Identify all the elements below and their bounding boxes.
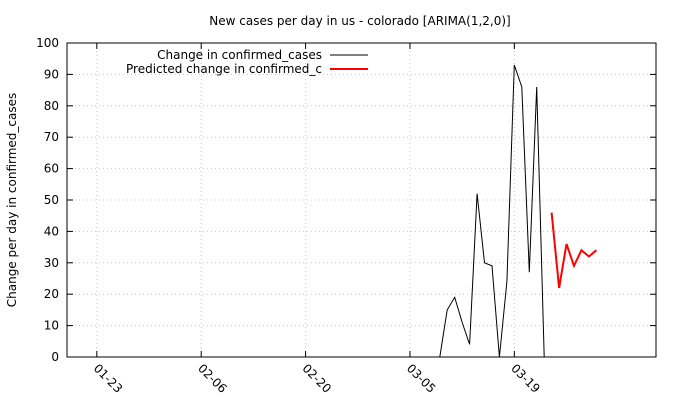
y-tick-label: 100 bbox=[36, 36, 59, 50]
y-tick-label: 20 bbox=[44, 287, 59, 301]
x-tick-label: 03-05 bbox=[404, 361, 439, 396]
y-tick-label: 60 bbox=[44, 162, 59, 176]
y-ticks: 0 10 20 30 40 50 60 70 80 90 100 bbox=[36, 36, 656, 364]
x-tick-label: 01-23 bbox=[91, 361, 126, 396]
y-tick-label: 40 bbox=[44, 224, 59, 238]
grid bbox=[67, 42, 656, 358]
plot-border bbox=[66, 42, 657, 358]
series-layer bbox=[439, 64, 598, 358]
x-tick-label: 02-20 bbox=[299, 361, 334, 396]
y-tick-label: 30 bbox=[44, 256, 59, 270]
y-tick-label: 0 bbox=[51, 350, 59, 364]
series-line-actual bbox=[439, 64, 545, 358]
legend-label: Predicted change in confirmed_c bbox=[126, 62, 322, 76]
x-tick-label: 03-19 bbox=[508, 361, 543, 396]
x-tick-label: 02-06 bbox=[195, 361, 230, 396]
y-tick-label: 50 bbox=[44, 193, 59, 207]
y-axis-label: Change per day in confirmed_cases bbox=[5, 93, 19, 308]
y-tick-label: 90 bbox=[44, 67, 59, 81]
y-tick-label: 80 bbox=[44, 99, 59, 113]
y-tick-label: 10 bbox=[44, 319, 59, 333]
x-ticks: 01-23 02-06 02-20 03-05 03-19 bbox=[91, 43, 543, 396]
series-line-predicted bbox=[550, 212, 598, 289]
y-tick-label: 70 bbox=[44, 130, 59, 144]
chart-title: New cases per day in us - colorado [ARIM… bbox=[209, 14, 510, 28]
legend-label: Change in confirmed_cases bbox=[157, 48, 322, 62]
